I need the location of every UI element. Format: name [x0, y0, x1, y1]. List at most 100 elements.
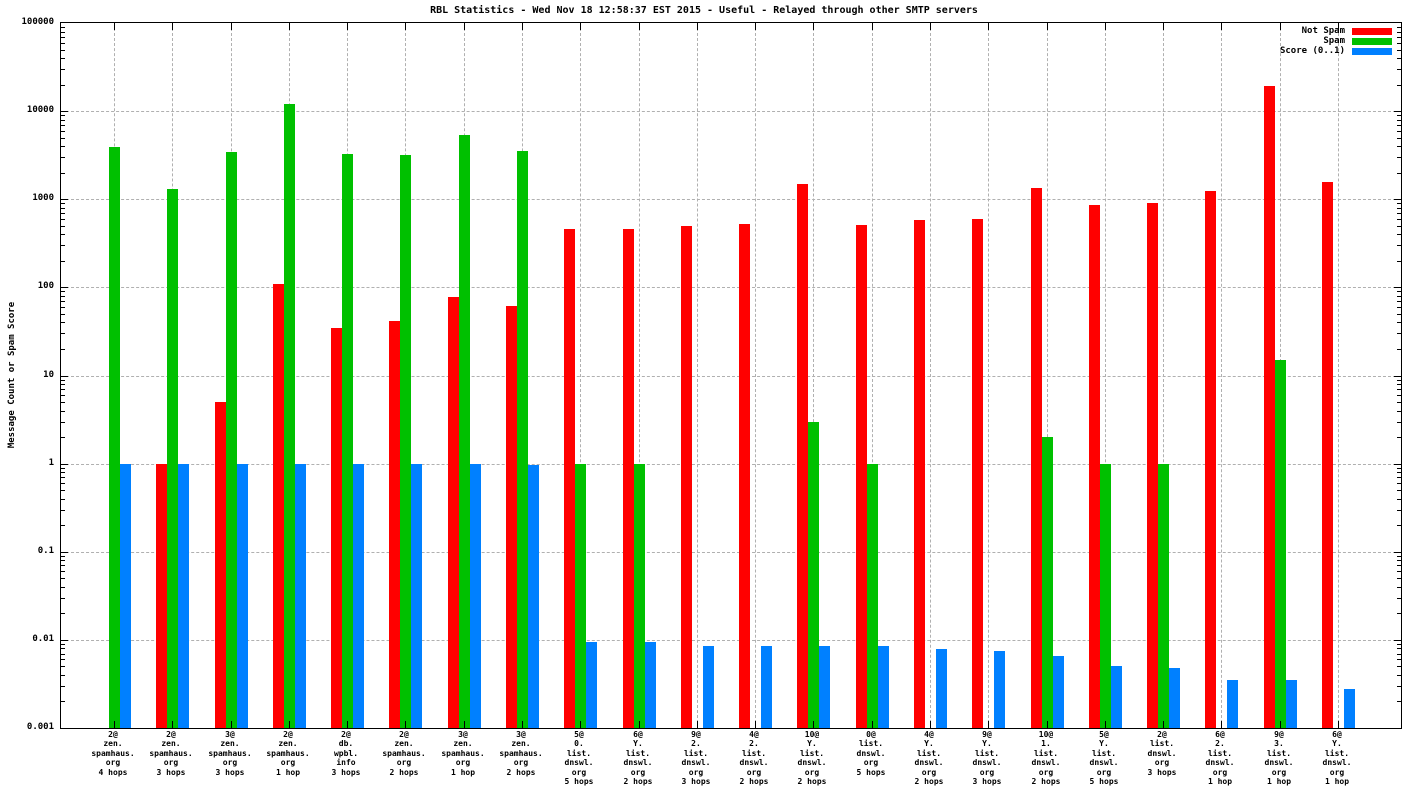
bar-not-spam	[156, 464, 167, 728]
x-axis-label-line: spamhaus.	[441, 748, 485, 758]
y-axis-minor-tick	[61, 477, 65, 478]
x-axis-label-line: org	[1154, 758, 1170, 768]
x-axis-label-line: 2 hops	[797, 777, 827, 787]
x-axis-label-line: dnswl.	[1147, 748, 1177, 758]
x-axis-category-label: 9@ 3. list. dnswl. org 1 hop	[1250, 730, 1308, 786]
y-axis-minor-tick	[1397, 556, 1401, 557]
y-axis-minor-tick	[61, 69, 65, 70]
x-axis-label-line: Y.	[982, 739, 992, 749]
x-axis-label-line: org	[396, 758, 412, 768]
y-axis-minor-tick	[61, 43, 65, 44]
x-axis-label-line: 1 hop	[1324, 777, 1350, 787]
bar-spam	[400, 155, 411, 728]
y-axis-minor-tick	[61, 556, 65, 557]
y-axis-minor-tick	[1397, 525, 1401, 526]
x-axis-bottom-tick	[1105, 721, 1106, 728]
x-axis-label-line: 3 hops	[681, 777, 711, 787]
y-axis-minor-tick	[1397, 120, 1401, 121]
x-axis-label-line: 2@	[1157, 730, 1167, 739]
x-axis-label-line: 4@	[924, 730, 934, 739]
x-axis-label-line: Y.	[924, 739, 934, 749]
gridline-vertical	[813, 23, 814, 728]
gridline-vertical	[580, 23, 581, 728]
x-axis-label-line: list.	[683, 748, 709, 758]
x-axis-label-line: org	[746, 767, 762, 777]
x-axis-category-label: 0@ list. dnswl. org 5 hops	[842, 730, 900, 777]
x-axis-label-line: 2 hops	[506, 767, 536, 777]
y-axis-minor-tick	[1397, 146, 1401, 147]
x-axis-label-line: 2@	[108, 730, 118, 739]
x-axis-label-line: org	[1212, 767, 1228, 777]
gridline-horizontal	[61, 199, 1401, 201]
y-axis-minor-tick	[1397, 85, 1401, 86]
x-axis-label-line: list.	[566, 748, 592, 758]
x-axis-top-tick	[872, 23, 873, 30]
y-axis-minor-tick	[61, 245, 65, 246]
y-axis-minor-tick	[61, 499, 65, 500]
bar-spam	[1158, 464, 1169, 728]
x-axis-category-label: 4@ 2. list. dnswl. org 2 hops	[725, 730, 783, 786]
y-axis-minor-tick	[1397, 333, 1401, 334]
y-axis-minor-tick	[61, 483, 65, 484]
gridline-vertical	[988, 23, 989, 728]
x-axis-top-tick	[1163, 23, 1164, 30]
y-axis-tick-label: 0.1	[37, 546, 54, 556]
x-axis-top-tick	[231, 23, 232, 30]
bar-spam	[517, 151, 528, 728]
bar-not-spam	[564, 229, 575, 728]
y-axis-minor-tick	[61, 659, 65, 660]
x-axis-label-line: 9@	[691, 730, 701, 739]
x-axis-label-line: Y.	[807, 739, 817, 749]
bar-score-0-1	[528, 465, 539, 728]
x-axis-label-line: 3@	[516, 730, 526, 739]
y-axis-minor-tick	[61, 115, 65, 116]
x-axis-label-line: zen.	[161, 739, 181, 749]
y-axis-minor-tick	[1397, 389, 1401, 390]
x-axis-label-line: 5@	[574, 730, 584, 739]
y-axis-minor-tick	[61, 234, 65, 235]
x-axis-category-label: 2@ zen. spamhaus. org 2 hops	[375, 730, 433, 777]
y-axis-minor-tick	[1397, 560, 1401, 561]
x-axis-top-tick	[639, 23, 640, 30]
gridline-horizontal	[61, 551, 1401, 553]
x-axis-bottom-tick	[930, 721, 931, 728]
x-axis-label-line: 2@	[341, 730, 351, 739]
x-axis-top-tick	[347, 23, 348, 30]
x-axis-label-line: 9@	[1274, 730, 1284, 739]
y-axis-minor-tick	[61, 219, 65, 220]
y-axis-minor-tick	[1397, 490, 1401, 491]
x-axis-category-label: 10@ 1. list. dnswl. org 2 hops	[1017, 730, 1075, 786]
x-axis-category-label: 5@ Y. list. dnswl. org 5 hops	[1075, 730, 1133, 786]
x-axis-category-label: 3@ zen. spamhaus. org 2 hops	[492, 730, 550, 777]
gridline-vertical	[1163, 23, 1164, 728]
bar-not-spam	[215, 402, 226, 728]
x-axis-bottom-tick	[1047, 721, 1048, 728]
x-axis-label-line: 6@	[1332, 730, 1342, 739]
gridline-horizontal	[61, 111, 1401, 113]
bar-score-0-1	[1169, 668, 1180, 728]
y-axis-major-tick	[61, 111, 68, 112]
x-axis-label-line: dnswl.	[1089, 758, 1119, 768]
y-axis-minor-tick	[61, 490, 65, 491]
bar-not-spam	[856, 225, 867, 728]
x-axis-label-line: Y.	[633, 739, 643, 749]
bar-score-0-1	[1227, 680, 1238, 728]
y-axis-minor-tick	[1397, 666, 1401, 667]
y-axis-minor-tick	[1397, 675, 1401, 676]
y-axis-minor-tick	[1397, 208, 1401, 209]
y-axis-minor-tick	[1397, 437, 1401, 438]
x-axis-label-line: 2 hops	[389, 767, 419, 777]
gridline-vertical	[872, 23, 873, 728]
x-axis-label-line: zen.	[394, 739, 414, 749]
y-axis-major-tick	[61, 376, 68, 377]
x-axis-label-line: org	[863, 758, 879, 768]
y-axis-minor-tick	[61, 226, 65, 227]
y-axis-minor-tick	[61, 333, 65, 334]
bar-spam	[634, 464, 645, 728]
x-axis-label-line: dnswl.	[739, 758, 769, 768]
x-axis-label-line: 4@	[749, 730, 759, 739]
x-axis-label-line: 3 hops	[972, 777, 1002, 787]
y-axis-minor-tick	[61, 701, 65, 702]
y-axis-minor-tick	[1397, 296, 1401, 297]
y-axis-minor-tick	[61, 37, 65, 38]
